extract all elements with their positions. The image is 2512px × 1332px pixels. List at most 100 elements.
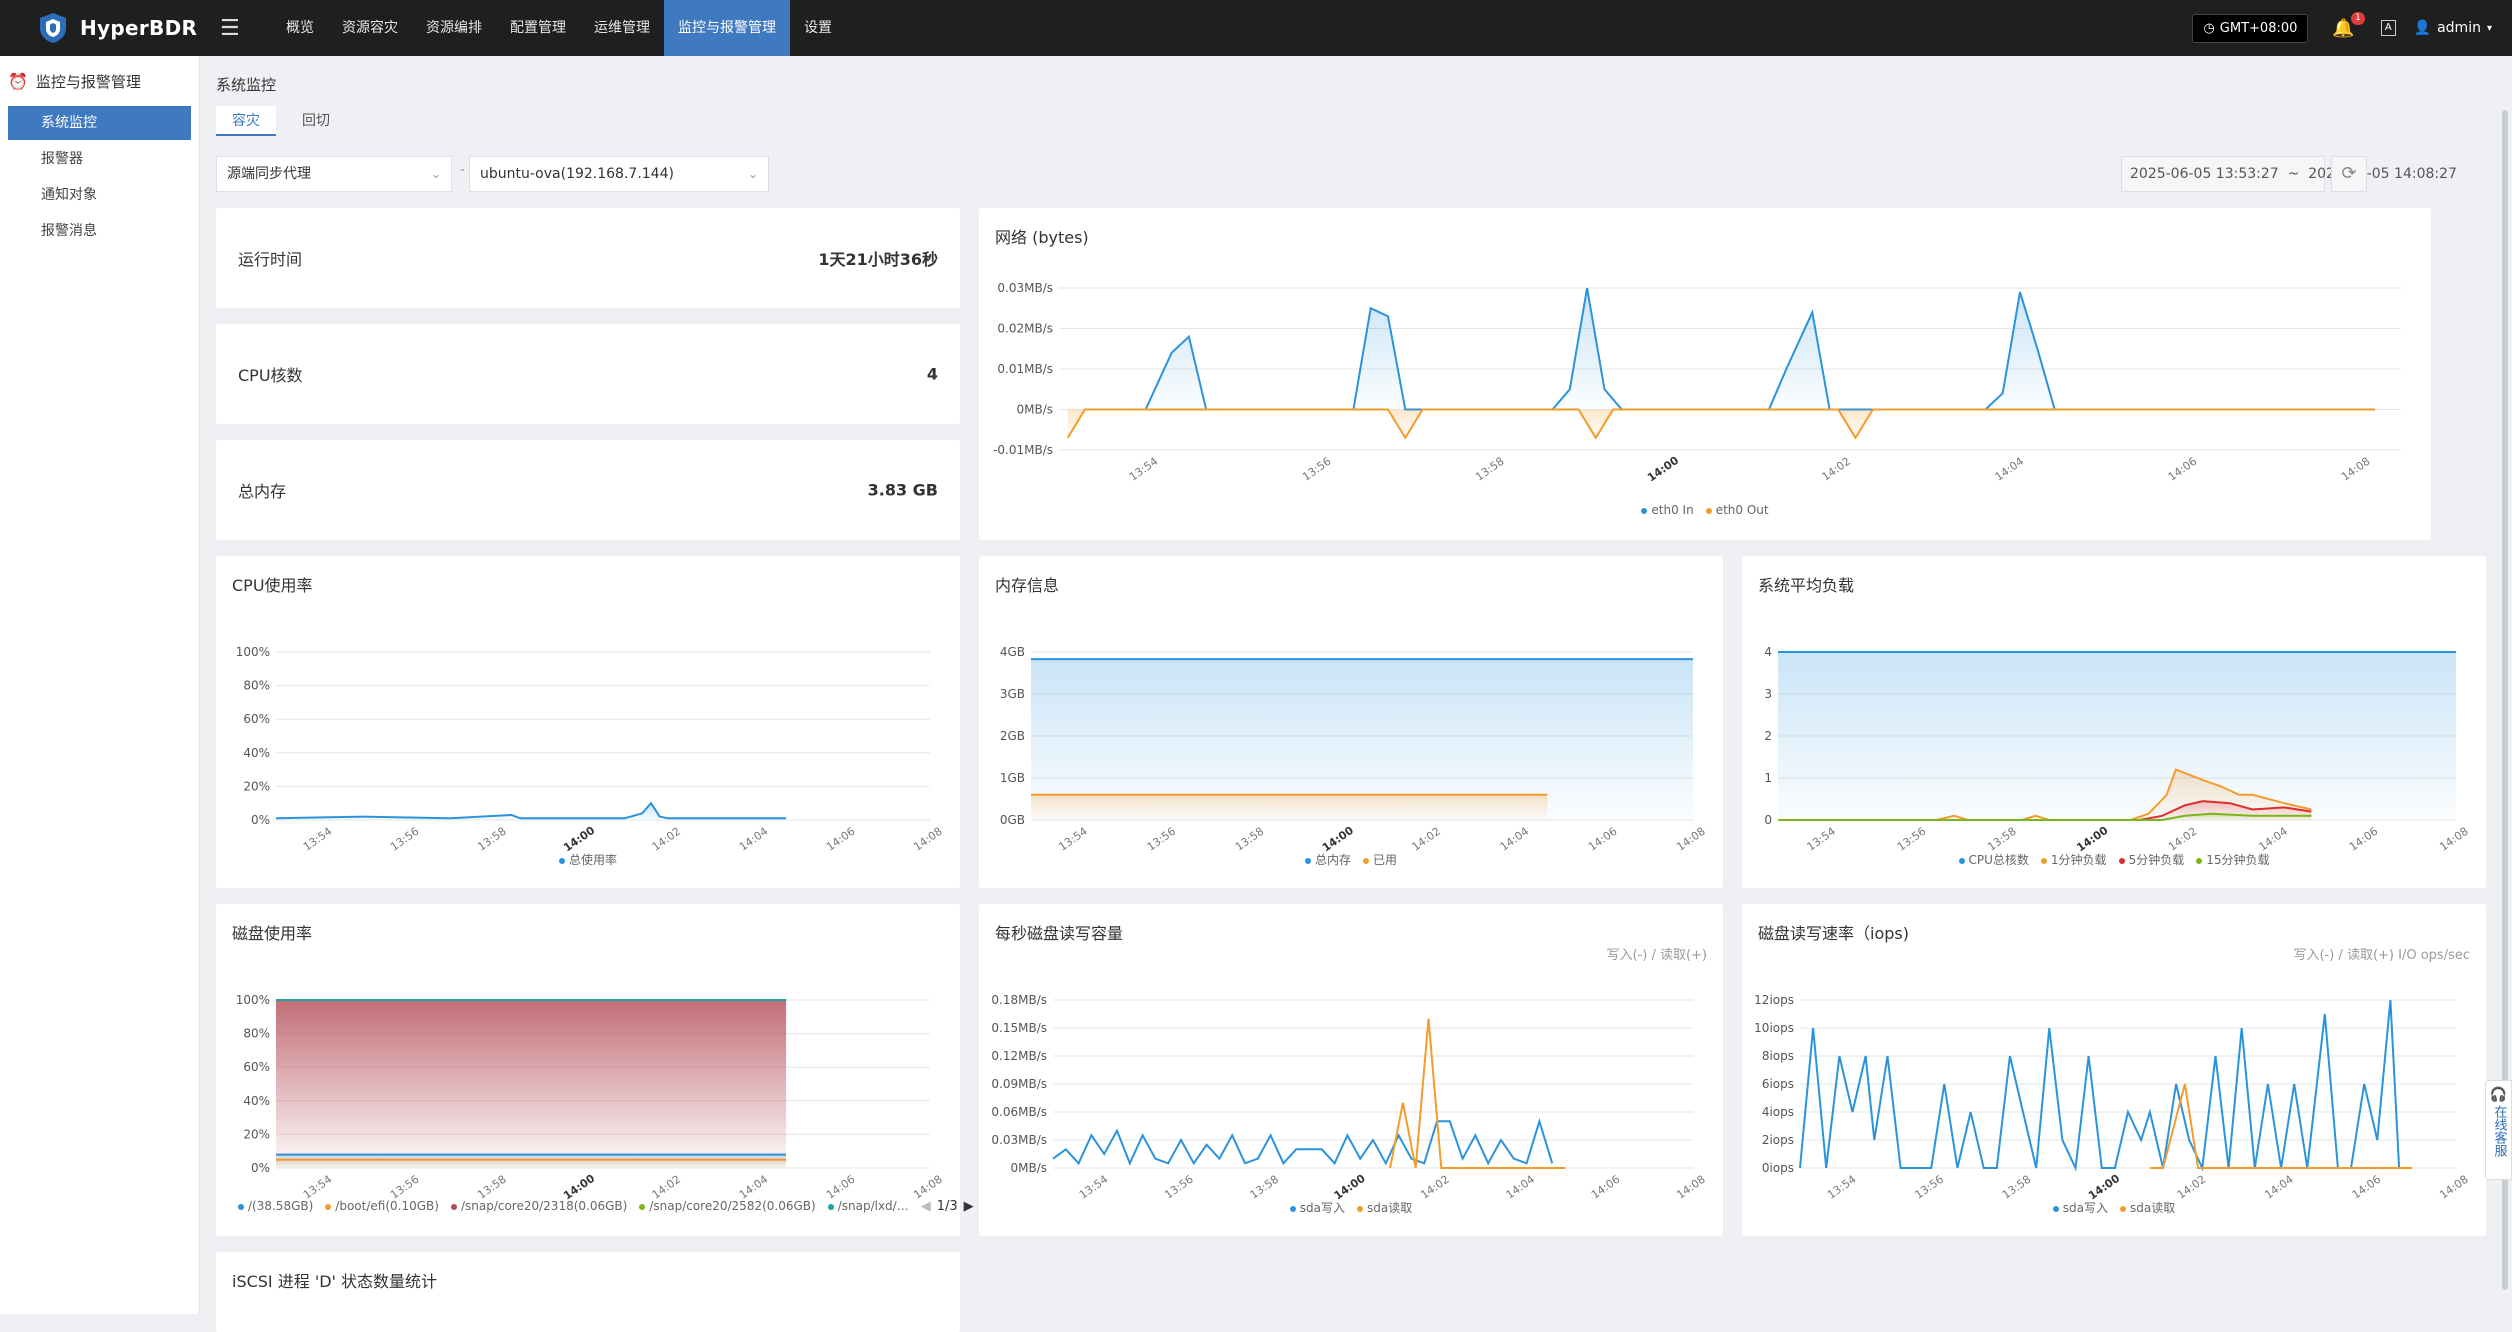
legend-item[interactable]: 15分钟负载 <box>2196 853 2269 867</box>
x-tick-label: 14:02 <box>1418 1173 1451 1202</box>
y-tick-label: 80% <box>243 679 270 693</box>
sidebar-section-header[interactable]: ⏰ 监控与报警管理 <box>0 56 199 106</box>
time-range-picker[interactable]: 2025-06-05 13:53:27 ~ 2025-06-05 14:08:2… <box>2121 156 2457 192</box>
series-area <box>1031 659 1693 820</box>
series-area <box>1102 288 2107 410</box>
page-scrollbar[interactable] <box>2502 110 2508 1290</box>
nav-item-dr[interactable]: 资源容灾 <box>342 20 398 36</box>
online-support-widget[interactable]: 🎧 在线客服 <box>2485 1080 2512 1180</box>
legend-item[interactable]: sda读取 <box>1357 1201 1412 1215</box>
legend-item[interactable]: /snap/lxd/… <box>827 1199 909 1213</box>
proxy-select[interactable]: 源端同步代理 ⌄ <box>216 156 452 192</box>
x-tick-label: 14:02 <box>2166 825 2199 854</box>
sidebar: ⏰ 监控与报警管理 系统监控 报警器 通知对象 报警消息 <box>0 56 200 1314</box>
legend-item[interactable]: sda读取 <box>2120 1201 2175 1215</box>
legend-item[interactable]: 总内存 <box>1304 853 1351 867</box>
legend-label: sda写入 <box>1299 1201 1345 1215</box>
legend-item[interactable]: /snap/core20/2582(0.06GB) <box>639 1199 816 1213</box>
refresh-icon[interactable]: ⟳ <box>2331 156 2367 192</box>
language-icon[interactable]: A <box>2380 20 2396 36</box>
legend-label: 15分钟负载 <box>2206 853 2270 867</box>
x-tick-label: 14:08 <box>911 1173 944 1202</box>
user-menu[interactable]: 👤 admin ▾ <box>2414 20 2492 36</box>
legend-item[interactable]: eth0 In <box>1641 503 1694 517</box>
x-tick-label: 13:56 <box>388 1173 421 1202</box>
legend-item[interactable]: 已用 <box>1363 853 1397 867</box>
chart-title: 内存信息 <box>995 576 1060 595</box>
nav-item-ops[interactable]: 运维管理 <box>594 20 650 36</box>
headset-icon: 🎧 <box>2489 1087 2508 1103</box>
legend-item[interactable]: /snap/core20/2318(0.06GB) <box>450 1199 627 1213</box>
legend-item[interactable]: /boot/efi(0.10GB) <box>325 1199 439 1213</box>
chart-title: 网络 (bytes) <box>995 228 1089 247</box>
menu-toggle-icon[interactable]: ☰ <box>220 15 240 41</box>
y-tick-label: 2GB <box>1000 729 1025 743</box>
chart-card-network: 网络 (bytes) 0.03MB/s 0.02MB/s 0.01MB/s 0MB/s… <box>979 208 2431 540</box>
next-arrow-icon[interactable]: ▶ <box>963 1199 974 1214</box>
x-tick-label: 13:58 <box>1985 825 2018 854</box>
prev-arrow-icon[interactable]: ◀ <box>920 1199 931 1214</box>
chart-svg-load: 4 3 2 1 0 13:54 13:56 13:58 14:00 14:02 14:04 14:06… <box>1764 645 2470 854</box>
x-tick-label: 14:04 <box>1498 825 1531 854</box>
app-logo[interactable]: HyperBDR <box>36 11 216 45</box>
legend-dot <box>2196 857 2203 864</box>
username: admin <box>2437 20 2481 36</box>
chart-card-cpu: CPU使用率 100% 80% 60% 40% 20% 0% 13:54 13:56 13:58… <box>216 556 960 888</box>
nav-item-orchestration[interactable]: 资源编排 <box>426 20 482 36</box>
series-line <box>1778 800 2312 821</box>
legend-label: 5分钟负载 <box>2128 853 2185 867</box>
series-line <box>2149 1083 2413 1169</box>
nav-item-overview[interactable]: 概览 <box>286 20 314 36</box>
timezone-button[interactable]: ◷ GMT+08:00 <box>2192 13 2309 43</box>
legend-item[interactable]: sda写入 <box>2052 1201 2108 1215</box>
x-tick-label: 13:56 <box>388 825 421 854</box>
legend-item[interactable]: /(38.58GB) <box>238 1199 313 1213</box>
x-tick-label: 13:56 <box>1145 825 1178 854</box>
x-tick-label: 14:04 <box>737 1173 770 1202</box>
x-tick-label: 13:54 <box>1804 825 1837 854</box>
legend-label: /snap/core20/2582(0.06GB) <box>649 1199 816 1213</box>
legend-label: eth0 In <box>1651 503 1694 517</box>
legend-item[interactable]: 5分钟负载 <box>2118 853 2185 867</box>
tab-failback[interactable]: 回切 <box>302 113 330 129</box>
nav-item-settings[interactable]: 设置 <box>804 20 832 36</box>
x-tick-label: 13:54 <box>1825 1173 1858 1202</box>
legend-item[interactable]: eth0 Out <box>1705 503 1769 517</box>
notification-bell-icon[interactable]: 🔔 1 <box>2332 11 2365 39</box>
legend-dot <box>2120 1205 2126 1212</box>
legend-item[interactable]: 总使用率 <box>558 853 617 867</box>
chart-card-iops: 磁盘读写速率（iops) 写入(-) / 读取(+) I/O ops/sec 1… <box>1742 904 2486 1236</box>
y-tick-label: 20% <box>243 1127 270 1141</box>
sidebar-item-system-monitor[interactable]: 系统监控 <box>8 106 191 140</box>
tab-dr[interactable]: 容灾 <box>216 106 276 136</box>
chart-note: 写入(-) / 读取(+) I/O ops/sec <box>2293 948 2470 963</box>
chart-card-memory: 内存信息 4GB 3GB 2GB 1GB 0GB 13:54 13:56 13:58 14:00… <box>979 556 1723 888</box>
x-tick-label: 14:06 <box>2350 1173 2383 1202</box>
legend-dot <box>1641 507 1648 514</box>
sidebar-item-notify-targets[interactable]: 通知对象 <box>41 187 97 203</box>
legend-dot <box>1304 857 1311 864</box>
y-tick-label: 40% <box>243 1094 270 1108</box>
legend-item[interactable]: sda写入 <box>1289 1201 1345 1215</box>
chart-title: iSCSI 进程 'D' 状态数量统计 <box>232 1272 438 1291</box>
nav-item-monitoring[interactable]: 监控与报警管理 <box>664 0 790 56</box>
top-right-tools: ◷ GMT+08:00 🔔 1 A 👤 admin ▾ <box>2192 0 2492 56</box>
sidebar-item-alarm-messages[interactable]: 报警消息 <box>41 223 97 239</box>
legend-dot <box>1289 1205 1296 1212</box>
x-tick-label: 14:08 <box>2437 1173 2470 1202</box>
legend-item[interactable]: 1分钟负载 <box>2040 853 2107 867</box>
sidebar-item-alarms[interactable]: 报警器 <box>41 151 83 167</box>
host-select[interactable]: ubuntu-ova(192.168.7.144) ⌄ <box>469 156 769 192</box>
chart-card-disk: 磁盘使用率 100% 80% 60% 40% 20% 0% 13:54 13:56 13:58 1… <box>216 904 974 1236</box>
sidebar-section-title: 监控与报警管理 <box>35 72 141 91</box>
user-icon: 👤 <box>2413 20 2432 36</box>
legend-item[interactable]: CPU总核数 <box>1958 853 2029 867</box>
chart-card-load: 系统平均负载 4 3 2 1 0 13:54 13:56 13:58 14:00 14:02 14:… <box>1742 556 2486 888</box>
series-line <box>1052 1117 1554 1166</box>
y-tick-label: 20% <box>243 779 270 793</box>
nav-item-config[interactable]: 配置管理 <box>510 20 566 36</box>
chart-legend: 总内存 已用 <box>979 851 1723 868</box>
y-tick-label: 60% <box>243 1060 270 1074</box>
x-tick-label: 14:06 <box>824 825 857 854</box>
y-tick-label: 0MB/s <box>1016 403 1053 417</box>
